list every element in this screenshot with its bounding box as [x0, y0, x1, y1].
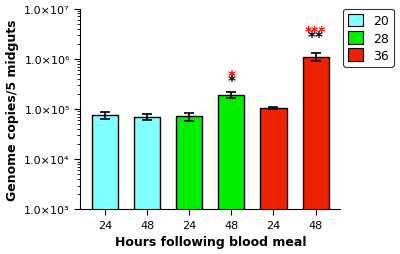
Text: *: * [227, 69, 235, 84]
Bar [92, 116, 118, 254]
Bar [134, 117, 160, 254]
Bar [218, 96, 244, 254]
Y-axis label: Genome copies/5 midguts: Genome copies/5 midguts [6, 19, 18, 200]
Legend: 20, 28, 36: 20, 28, 36 [343, 9, 394, 68]
Bar [176, 117, 202, 254]
Text: **: ** [308, 31, 324, 46]
Text: ***: *** [305, 25, 326, 39]
Bar [302, 57, 329, 254]
Text: *: * [227, 75, 235, 90]
X-axis label: Hours following blood meal: Hours following blood meal [114, 235, 306, 248]
Bar [260, 108, 286, 254]
